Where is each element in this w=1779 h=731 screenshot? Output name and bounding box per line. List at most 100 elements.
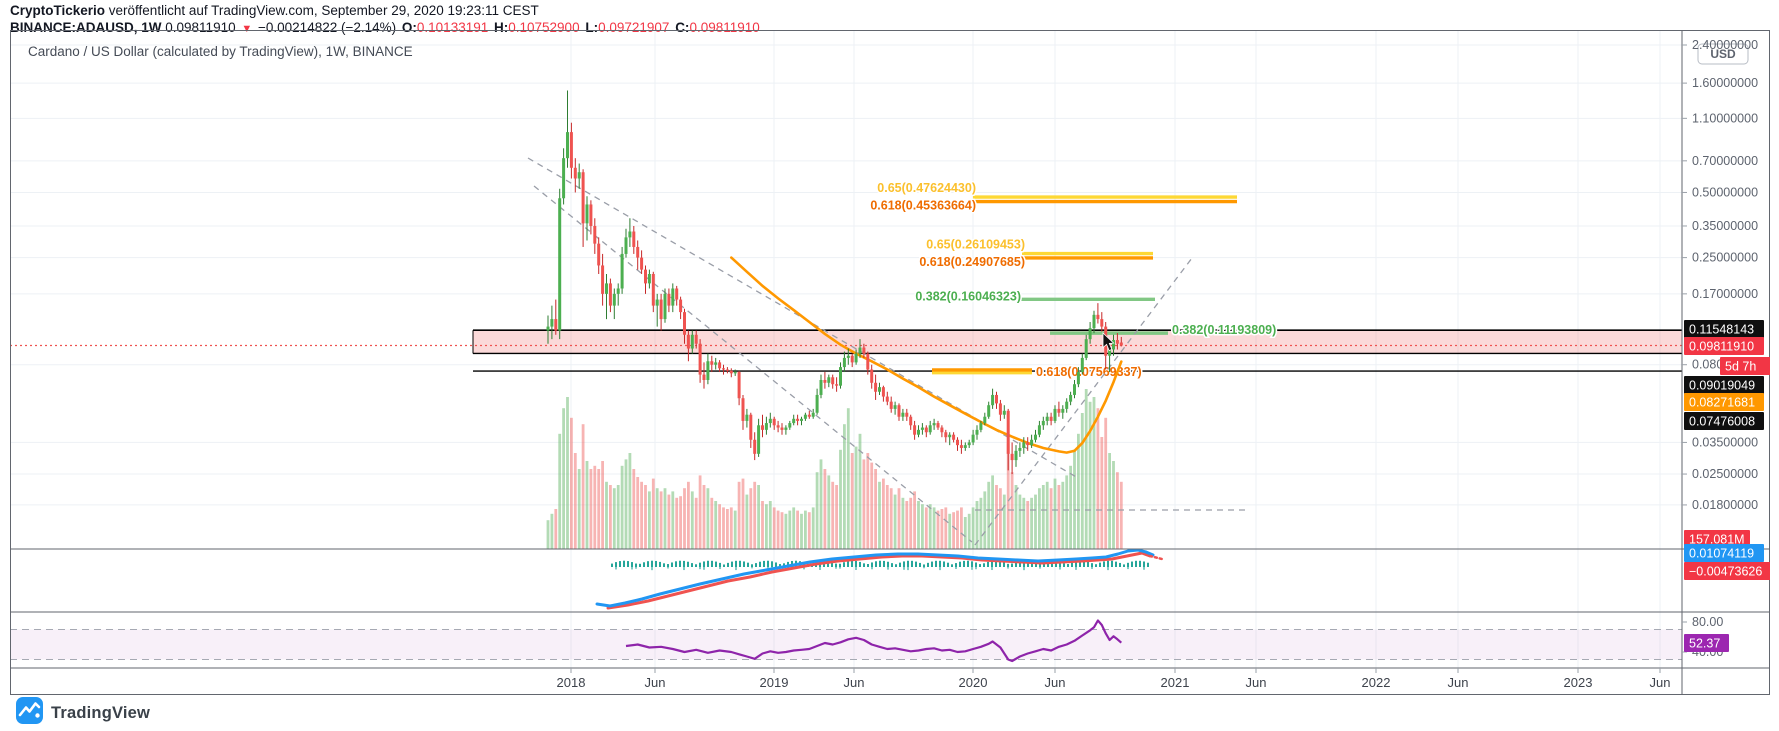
label: Jun <box>645 675 666 690</box>
volume-bar <box>687 481 690 549</box>
volume-bar <box>733 510 737 549</box>
volume-bar <box>597 469 601 549</box>
price-chart-canvas[interactable]: 0.65(0.47624430) 0.618(0.45363664) 0.65(0.… <box>10 30 1770 695</box>
volume-bar <box>566 397 569 549</box>
volume-bar <box>577 469 581 549</box>
brand-name: TradingView <box>51 703 151 722</box>
candle-body <box>667 293 671 306</box>
volume-bar <box>811 507 815 549</box>
price-badge <box>1684 393 1764 411</box>
candle-body <box>959 445 963 448</box>
volume-bar <box>1112 461 1115 549</box>
currency-button[interactable] <box>1697 43 1749 65</box>
candle-body <box>901 412 905 417</box>
label: 2018 <box>557 675 586 690</box>
volume-bar <box>1014 485 1018 549</box>
candle-body <box>835 384 839 386</box>
price-change: −0.00214822 (−2.14%) <box>258 20 397 35</box>
volume-bar <box>940 509 944 549</box>
candle-body <box>706 361 710 380</box>
volume-bar <box>737 481 741 549</box>
candle-body <box>920 427 924 430</box>
candle-body <box>831 377 835 385</box>
tradingview-branding[interactable]: TradingView <box>16 697 151 727</box>
volume-bar <box>979 497 983 549</box>
candle-body <box>745 414 749 421</box>
label: 0.09019049 <box>1689 379 1755 393</box>
candle-body <box>616 288 620 294</box>
volume-bar <box>679 496 682 549</box>
volume-bar <box>983 491 987 549</box>
candle-body <box>647 273 651 284</box>
publish-info: veröffentlicht auf TradingView.com, Sept… <box>105 3 539 18</box>
candle-body <box>690 334 694 349</box>
label: 52.37 <box>1689 637 1720 651</box>
chart-legend-title[interactable]: Cardano / US Dollar (calculated by Tradi… <box>28 44 413 59</box>
candle-body <box>803 414 807 419</box>
candle-body <box>866 353 870 370</box>
volume-bar <box>558 433 562 549</box>
candle-body <box>1119 342 1123 346</box>
label: 2021 <box>1161 675 1190 690</box>
label: −0.00473626 <box>1689 565 1762 579</box>
candle-body <box>1030 439 1034 446</box>
candle-body <box>733 372 737 374</box>
candle-body <box>819 379 823 395</box>
label: 2023 <box>1564 675 1593 690</box>
volume-bar <box>749 488 753 549</box>
time-axis[interactable]: 2018 Jun 2019 Jun 2020 Jun 2021 Jun 2022 Jun 2023 J… <box>557 668 1671 690</box>
candle-body <box>967 442 971 446</box>
volume-bar <box>632 469 636 549</box>
candle-body <box>698 343 702 375</box>
volume-bar <box>788 510 792 549</box>
candle-body <box>694 334 698 344</box>
candle-body <box>784 427 788 430</box>
volume-bar <box>593 465 597 549</box>
candle-body <box>737 372 741 399</box>
candle-body <box>776 425 780 428</box>
candle-body <box>1010 453 1014 461</box>
volume-bar <box>827 475 831 549</box>
volume-bar <box>975 501 979 549</box>
volume-bar <box>655 488 659 549</box>
candle-body <box>1088 328 1092 340</box>
volume-bar <box>718 504 721 549</box>
label: 0.35000000 <box>1692 219 1758 233</box>
candle-body <box>897 405 901 417</box>
candle-body <box>655 299 659 306</box>
volume-bar <box>936 510 940 549</box>
volume-bar <box>1096 408 1100 549</box>
candle-body <box>741 398 745 421</box>
volume-bar <box>807 512 811 549</box>
candle-body <box>983 416 987 424</box>
candle-body <box>729 370 733 374</box>
candle-body <box>963 445 967 448</box>
down-arrow-icon: ▼ <box>241 23 253 35</box>
label: 0.02500000 <box>1692 467 1758 481</box>
label: 0.07476008 <box>1689 415 1755 429</box>
volume-bar <box>722 507 725 549</box>
candle-body <box>686 334 690 349</box>
candle-body <box>975 429 979 435</box>
candle-body <box>624 237 628 254</box>
candle-body <box>714 362 718 365</box>
label: 157.081M <box>1689 533 1745 547</box>
candle-body <box>725 369 729 371</box>
volume-bar <box>874 469 877 549</box>
chart-area[interactable]: 0.65(0.47624430) 0.618(0.45363664) 0.65(0.… <box>10 30 1770 695</box>
price-badge <box>1720 357 1770 375</box>
volume-bar <box>765 504 768 549</box>
ma-line-orange <box>730 256 1123 454</box>
volume-bar <box>1080 413 1084 549</box>
candle-body <box>597 243 601 266</box>
indicator2-red-dotted-tail <box>1148 554 1164 561</box>
candle-body <box>792 418 796 424</box>
volume-bar <box>921 504 924 549</box>
candle-body <box>1096 314 1100 320</box>
volume-bar <box>589 469 593 549</box>
volume-bar <box>648 491 651 549</box>
candle-body <box>573 167 577 179</box>
rsi-band-fill <box>10 629 1682 660</box>
